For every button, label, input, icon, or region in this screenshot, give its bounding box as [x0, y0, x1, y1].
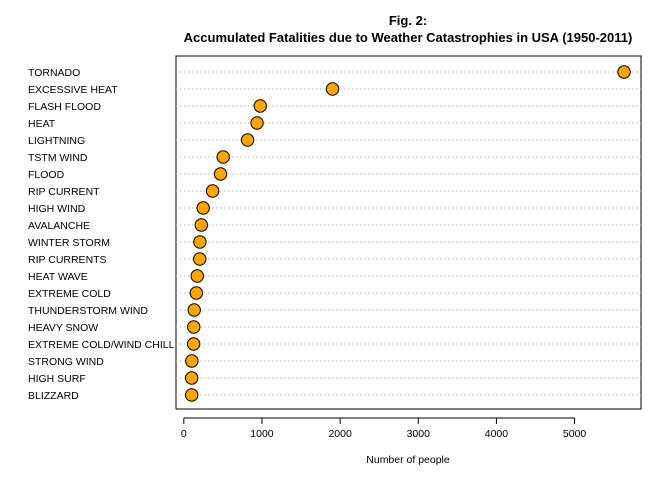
data-point — [253, 99, 267, 113]
data-point — [250, 116, 264, 130]
category-label: BLIZZARD — [28, 390, 79, 402]
category-labels: TORNADO EXCESSIVE HEAT FLASH FLOOD HEAT LIGH… — [28, 67, 175, 402]
category-label: RIP CURRENT — [28, 186, 100, 198]
data-point — [185, 388, 199, 402]
category-label: HEAVY SNOW — [28, 322, 98, 334]
category-label: EXCESSIVE HEAT — [28, 84, 118, 96]
category-label: HIGH WIND — [28, 203, 86, 215]
category-label: FLOOD — [28, 169, 65, 181]
data-point — [325, 82, 340, 96]
category-label: EXTREME COLD/WIND CHILL — [28, 339, 175, 351]
category-label: LIGHTNING — [28, 135, 85, 147]
data-point — [193, 235, 207, 249]
category-label: HIGH SURF — [28, 373, 86, 385]
data-point — [189, 286, 204, 300]
category-label: HEAT WAVE — [28, 271, 88, 283]
data-point — [240, 133, 255, 147]
category-label: THUNDERSTORM WIND — [28, 305, 148, 317]
data-point — [186, 337, 201, 351]
data-point — [193, 252, 207, 266]
category-label: TSTM WIND — [28, 152, 88, 164]
data-point — [190, 269, 204, 283]
data-point — [213, 167, 228, 181]
category-label: AVALANCHE — [28, 220, 90, 232]
x-tick-label: 5000 — [563, 428, 587, 440]
category-label: EXTREME COLD — [28, 288, 111, 300]
x-axis-label: Number of people — [366, 454, 450, 466]
data-points — [185, 65, 631, 402]
data-point — [205, 184, 220, 198]
x-axis: 0 1000 2000 3000 4000 5000 — [181, 417, 587, 440]
category-label: RIP CURRENTS — [28, 254, 107, 266]
x-tick-label: 1000 — [250, 428, 274, 440]
category-label: TORNADO — [28, 67, 80, 79]
x-tick-label: 0 — [181, 428, 187, 440]
category-label: STRONG WIND — [28, 356, 104, 368]
category-label: WINTER STORM — [28, 237, 110, 249]
data-point — [185, 354, 199, 368]
data-point — [185, 371, 199, 385]
chart-subtitle: Accumulated Fatalities due to Weather Ca… — [184, 30, 633, 45]
x-tick-label: 3000 — [407, 428, 431, 440]
data-point — [617, 65, 631, 79]
x-tick-label: 4000 — [485, 428, 509, 440]
data-point — [216, 150, 230, 164]
data-point — [194, 218, 209, 232]
chart-title: Fig. 2: — [389, 13, 427, 28]
plot-frame — [175, 55, 642, 410]
category-label: FLASH FLOOD — [28, 101, 101, 113]
data-point — [187, 320, 201, 334]
category-label: HEAT — [28, 118, 56, 130]
x-tick-label: 2000 — [328, 428, 352, 440]
grid-lines — [176, 71, 641, 396]
data-point — [196, 201, 210, 215]
data-point — [187, 303, 201, 317]
